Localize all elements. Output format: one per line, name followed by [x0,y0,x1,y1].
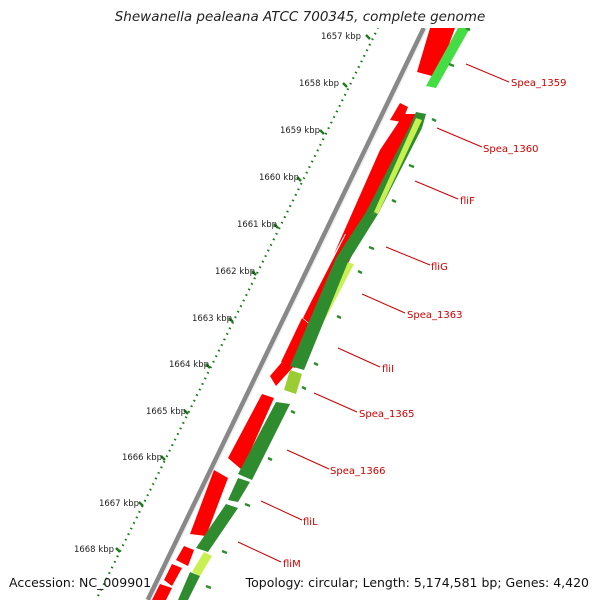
tick-mark [205,363,211,369]
cds-feature [228,478,250,502]
gene-label: fliL [303,517,318,528]
tick-label: 1659 kbp [280,126,320,136]
accession-text: Accession: NC_009901 [9,575,152,590]
tick-labels: 1657 kbp 1658 kbp 1659 kbp 1660 kbp 1661… [74,32,361,555]
tick-mark [251,270,257,276]
dash-mark [448,62,455,68]
dash-mark [205,584,212,590]
cds-feature [238,402,290,480]
tick-label: 1666 kbp [122,453,162,463]
cds-feature [426,28,470,88]
cds-feature [228,394,274,470]
backbone-line [145,28,427,600]
leader-line [465,63,510,83]
cds-feature [152,584,172,600]
tick-mark [115,547,121,553]
leader-line [385,246,431,266]
cds-feature [270,362,294,386]
tick-label: 1664 kbp [169,360,209,370]
leader-line [337,347,381,368]
cds-feature [334,114,418,254]
leader-line [414,180,459,200]
tick-label: 1667 kbp [99,499,139,509]
cds-feature [178,572,200,600]
leader-line [436,127,483,148]
leader-line [260,500,303,521]
ruler-tick-marks [115,34,371,553]
tick-label: 1668 kbp [74,545,114,555]
cds-reverse-track [178,28,470,600]
topology-text: Topology: circular; Length: 5,174,581 bp… [245,575,589,590]
gene-label: Spea_1363 [407,310,462,321]
gene-labels: Spea_1358 Spea_1359 Spea_1360 fliF fliG … [283,17,591,570]
map-title: Shewanella pealeana ATCC 700345, complet… [114,9,486,25]
cds-feature [192,552,212,576]
leader-line [313,392,358,413]
leader-line [487,2,533,20]
tick-label: 1662 kbp [215,267,255,277]
tick-mark [296,176,302,182]
tick-mark [183,409,189,415]
cds-feature [290,258,348,370]
gene-label: fliG [431,262,448,273]
cds-feature [190,470,228,536]
cds-feature [196,504,238,552]
tick-label: 1665 kbp [146,407,186,417]
dash-mark [244,502,251,508]
tick-mark [319,129,325,135]
gene-label: Spea_1366 [330,466,385,477]
gene-label: Spea_1360 [483,144,538,155]
dash-mark [391,198,397,204]
dash-mark [267,456,273,462]
gene-label: Spea_1358 [536,17,591,28]
dash-mark [408,163,415,169]
tick-mark [228,317,234,323]
dash-mark [221,549,228,555]
gene-label: Spea_1359 [511,78,566,89]
cds-feature [374,118,422,214]
cds-feature [336,212,378,262]
dash-mark [368,245,375,251]
dash-mark [336,314,342,320]
gene-label: fliI [382,364,394,375]
gc-skew-dashes [205,28,471,590]
leader-line [286,449,330,470]
tick-label: 1658 kbp [299,79,339,89]
leader-line [361,293,406,314]
gene-label-leaders [237,2,533,563]
gene-label: fliF [460,196,475,207]
tick-mark [273,223,279,229]
dash-mark [301,385,307,391]
tick-label: 1657 kbp [321,32,361,42]
tick-label: 1660 kbp [259,173,299,183]
tick-mark [160,455,166,461]
tick-mark [138,501,144,507]
cds-feature [176,546,194,566]
backbone-highlight [150,28,428,600]
gene-label: fliM [283,559,301,570]
tick-mark [342,82,348,88]
dash-mark [313,361,319,367]
cds-forward-track [152,28,455,600]
dash-mark [465,28,471,32]
gene-label: Spea_1365 [359,409,414,420]
tick-label: 1661 kbp [237,220,277,230]
dash-mark [357,269,363,275]
cds-feature [417,28,455,80]
ruler-dotted-line [97,28,379,597]
dash-mark [431,117,437,123]
cds-feature [284,370,302,394]
tick-mark [365,34,371,40]
dash-mark [290,409,296,415]
leader-line [237,541,282,563]
cds-feature [164,564,182,586]
tick-label: 1663 kbp [192,314,232,324]
